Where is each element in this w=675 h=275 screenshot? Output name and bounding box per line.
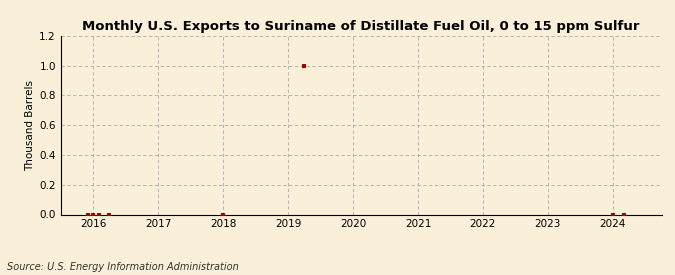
Point [93,212,104,217]
Point [104,212,115,217]
Point [299,63,310,68]
Title: Monthly U.S. Exports to Suriname of Distillate Fuel Oil, 0 to 15 ppm Sulfur: Monthly U.S. Exports to Suriname of Dist… [82,20,640,33]
Point [82,212,93,217]
Point [218,212,229,217]
Y-axis label: Thousand Barrels: Thousand Barrels [25,80,35,170]
Text: Source: U.S. Energy Information Administration: Source: U.S. Energy Information Administ… [7,262,238,272]
Point [608,212,618,217]
Point [618,212,629,217]
Point [88,212,99,217]
